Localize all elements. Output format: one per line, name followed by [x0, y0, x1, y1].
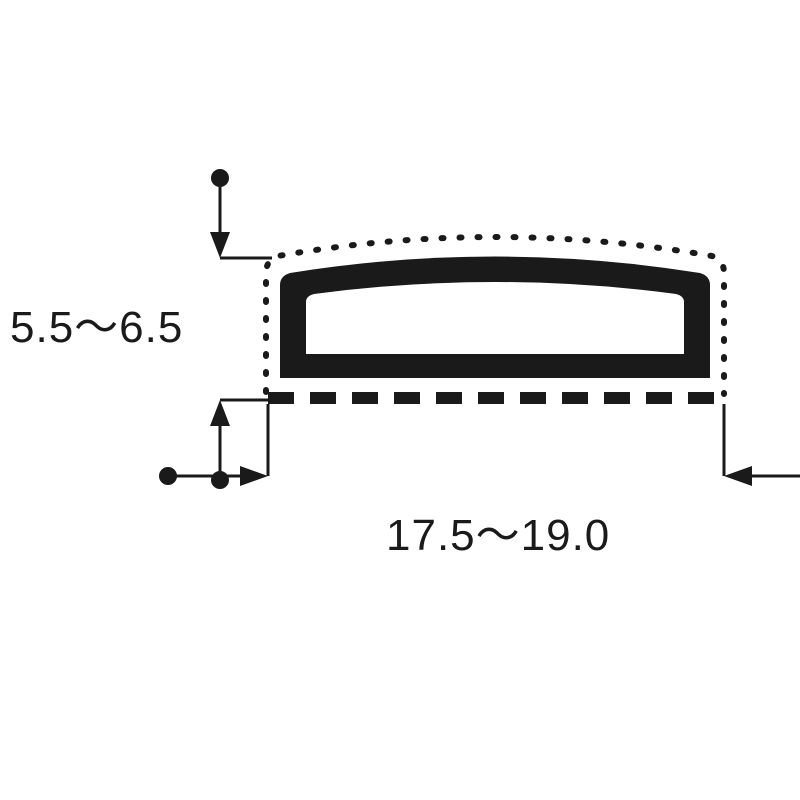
height-dimension: 5.5〜6.5 — [10, 169, 272, 489]
width-label: 17.5〜19.0 — [386, 511, 610, 560]
height-label: 5.5〜6.5 — [10, 303, 183, 352]
profile-inner — [306, 282, 684, 354]
dimension-diagram: 5.5〜6.5 17.5〜19.0 — [0, 0, 800, 800]
width-dimension: 17.5〜19.0 — [159, 404, 800, 560]
